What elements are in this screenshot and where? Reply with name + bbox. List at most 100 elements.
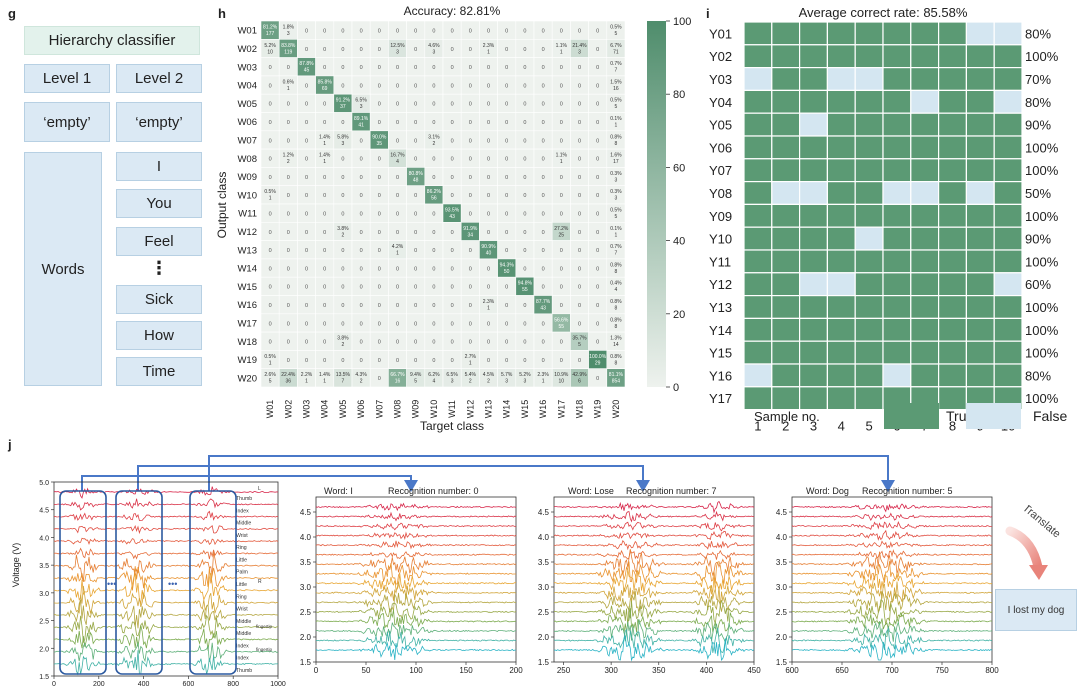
zoom-plot-dog-word: Word: Dog <box>806 486 849 496</box>
raw-signal-lines <box>53 486 279 676</box>
cm-cell-zero: 0 <box>432 303 435 309</box>
cm-cell-zero: 0 <box>487 285 490 291</box>
cm-cell-pct: 89.1% <box>354 116 369 122</box>
signal-line <box>554 568 755 595</box>
cm-cell-zero: 0 <box>305 120 308 126</box>
cm-cell-pct: 90.9% <box>481 244 496 250</box>
cr-cell-true <box>743 317 773 342</box>
cm-cell-zero: 0 <box>360 303 363 309</box>
cr-cell-true <box>965 89 995 114</box>
cm-y-tick: W02 <box>237 44 257 55</box>
signal-line <box>315 551 517 560</box>
cr-cell-true <box>854 44 884 69</box>
signal-line <box>553 608 755 635</box>
x-tick-label: 800 <box>985 666 999 675</box>
cm-cell-pct: 0.6% <box>283 79 295 85</box>
cr-cell-true <box>910 317 940 342</box>
cr-cell-true <box>993 295 1023 320</box>
cr-cell-false <box>882 363 912 388</box>
cr-cell-true <box>993 226 1023 251</box>
cm-cell-zero: 0 <box>396 29 399 35</box>
cm-cell-zero: 0 <box>414 193 417 199</box>
cr-cell-true <box>938 317 968 342</box>
cm-cell-zero: 0 <box>523 212 526 218</box>
cr-cell-true <box>771 226 801 251</box>
cm-cell-zero: 0 <box>487 266 490 272</box>
cm-cell-count: 1 <box>615 232 618 238</box>
cm-cell-zero: 0 <box>269 83 272 89</box>
cm-cell-zero: 0 <box>560 212 563 218</box>
cm-cell-pct: 4.3% <box>355 372 367 378</box>
cr-cell-false <box>854 226 884 251</box>
colorbar <box>647 21 666 387</box>
cr-cell-true <box>910 363 940 388</box>
segment-box-1 <box>59 490 107 675</box>
signal-line <box>53 614 279 644</box>
cm-cell-zero: 0 <box>469 303 472 309</box>
cr-rate-value: 70% <box>1025 72 1051 87</box>
cm-x-tick: W02 <box>283 400 293 419</box>
signal-line <box>315 581 517 601</box>
cm-cell-zero: 0 <box>578 193 581 199</box>
cm-cell-count: 35 <box>377 141 383 147</box>
cr-cell-true <box>743 203 773 228</box>
cr-cell-true <box>771 135 801 160</box>
signal-line <box>791 503 993 513</box>
zoom-plot-dog-lines <box>791 503 993 661</box>
cr-cell-true <box>854 135 884 160</box>
channel-label: Palm <box>236 570 248 576</box>
cm-cell-zero: 0 <box>305 248 308 254</box>
raw-signal-ticks: 0 200 400 600 800 1000 1.5 2.0 2.5 3.0 3.5 4.0 4.5 5.… <box>39 480 286 688</box>
cr-cell-false <box>993 21 1023 46</box>
signal-line <box>791 599 993 625</box>
cm-cell-count: 5 <box>578 342 581 348</box>
cr-cell-true <box>965 112 995 137</box>
cm-cell-zero: 0 <box>542 29 545 35</box>
cr-cell-true <box>993 112 1023 137</box>
cm-cell-zero: 0 <box>414 321 417 327</box>
cm-cell-count: 4 <box>615 287 618 293</box>
cr-cell-true <box>826 158 856 183</box>
cm-cell-zero: 0 <box>596 248 599 254</box>
cm-cell-zero: 0 <box>487 65 490 71</box>
cm-cell-zero: 0 <box>523 83 526 89</box>
empty-level2-box: ‘empty’ <box>116 102 202 142</box>
cm-cell-zero: 0 <box>396 212 399 218</box>
cm-cell-count: 14 <box>613 342 619 348</box>
cm-cell-zero: 0 <box>451 83 454 89</box>
cm-cell-zero: 0 <box>341 120 344 126</box>
cr-column-label: 2 <box>782 419 789 434</box>
cm-cell-zero: 0 <box>341 193 344 199</box>
x-tick-label: 350 <box>652 666 666 675</box>
raw-signal-plot: Voltage (V) 0 200 400 600 800 1000 1.5 2.0 2.5 3.… <box>11 480 286 688</box>
cm-cell-pct: 5.2% <box>264 43 276 49</box>
cm-cell-zero: 0 <box>578 83 581 89</box>
cm-cell-count: 37 <box>340 104 346 110</box>
cr-cell-true <box>854 203 884 228</box>
cm-cell-zero: 0 <box>414 83 417 89</box>
cm-cell-zero: 0 <box>469 340 472 346</box>
cm-cell-zero: 0 <box>505 230 508 236</box>
cm-cell-zero: 0 <box>378 65 381 71</box>
cr-cell-true <box>743 135 773 160</box>
cm-cell-zero: 0 <box>305 47 308 53</box>
colorbar-tick-label: 80 <box>673 89 685 101</box>
cr-rate-value: 100% <box>1025 323 1059 338</box>
cm-cell-count: 55 <box>522 287 528 293</box>
cm-x-tick: W16 <box>538 400 548 419</box>
translate-curve <box>1005 526 1043 572</box>
zoom-plot-lose-axes <box>553 496 755 663</box>
cm-cell-zero: 0 <box>414 29 417 35</box>
cr-cell-true <box>771 203 801 228</box>
channel-label: Little <box>236 582 247 588</box>
cm-cell-zero: 0 <box>432 358 435 364</box>
channel-label: Middle <box>236 521 251 527</box>
x-tick-label: 1000 <box>270 681 286 688</box>
cm-cell-zero: 0 <box>542 157 545 163</box>
colorbar-tick-label: 40 <box>673 236 685 248</box>
y-tick-label: 2.0 <box>538 633 550 642</box>
cm-cell-zero: 0 <box>487 120 490 126</box>
channel-label: Index <box>236 656 249 662</box>
cm-cell-zero: 0 <box>451 285 454 291</box>
cm-cell-zero: 0 <box>287 65 290 71</box>
